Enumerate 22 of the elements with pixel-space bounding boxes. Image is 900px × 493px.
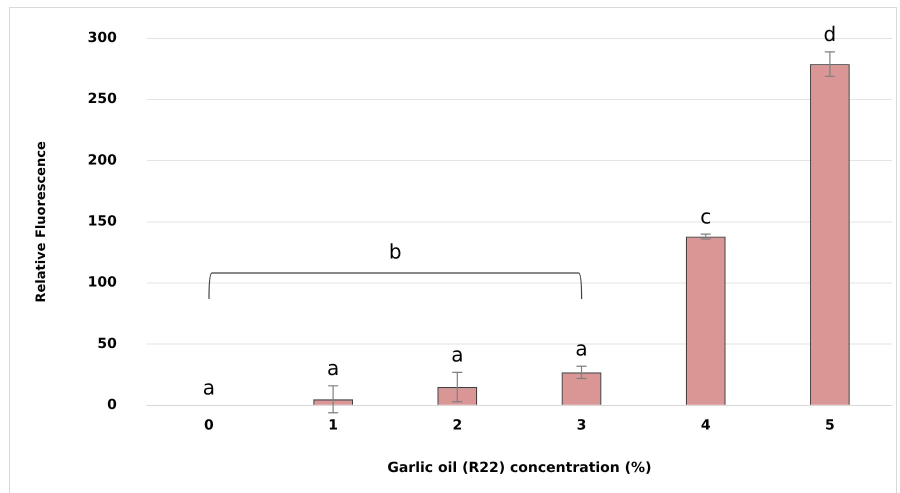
y-tick-label: 200 [88,152,118,168]
y-tick-label: 250 [88,91,118,108]
annotation: a [326,356,340,380]
annotation: a [202,376,216,400]
x-tick-label: 2 [452,417,462,434]
x-tick-label: 1 [328,417,338,434]
y-tick-label: 100 [88,274,118,291]
x-tick-label: 4 [700,417,711,434]
annotation: a [451,342,464,367]
annotation: b [388,239,402,264]
annotation: c [700,204,712,228]
y-tick-label: 0 [107,397,118,414]
y-tick-label: 300 [88,30,118,46]
annotation: a [575,336,588,360]
y-tick-label: 50 [97,336,118,352]
x-tick-label: 0 [204,417,214,434]
x-tick-label: 5 [825,417,835,434]
x-tick-label: 3 [576,417,586,434]
y-tick-label: 150 [88,214,118,230]
x-axis-title: Garlic oil (R22) concentration (%) [387,460,652,476]
y-axis-title: Relative Fluorescence [34,141,50,303]
annotation: d [824,22,836,46]
